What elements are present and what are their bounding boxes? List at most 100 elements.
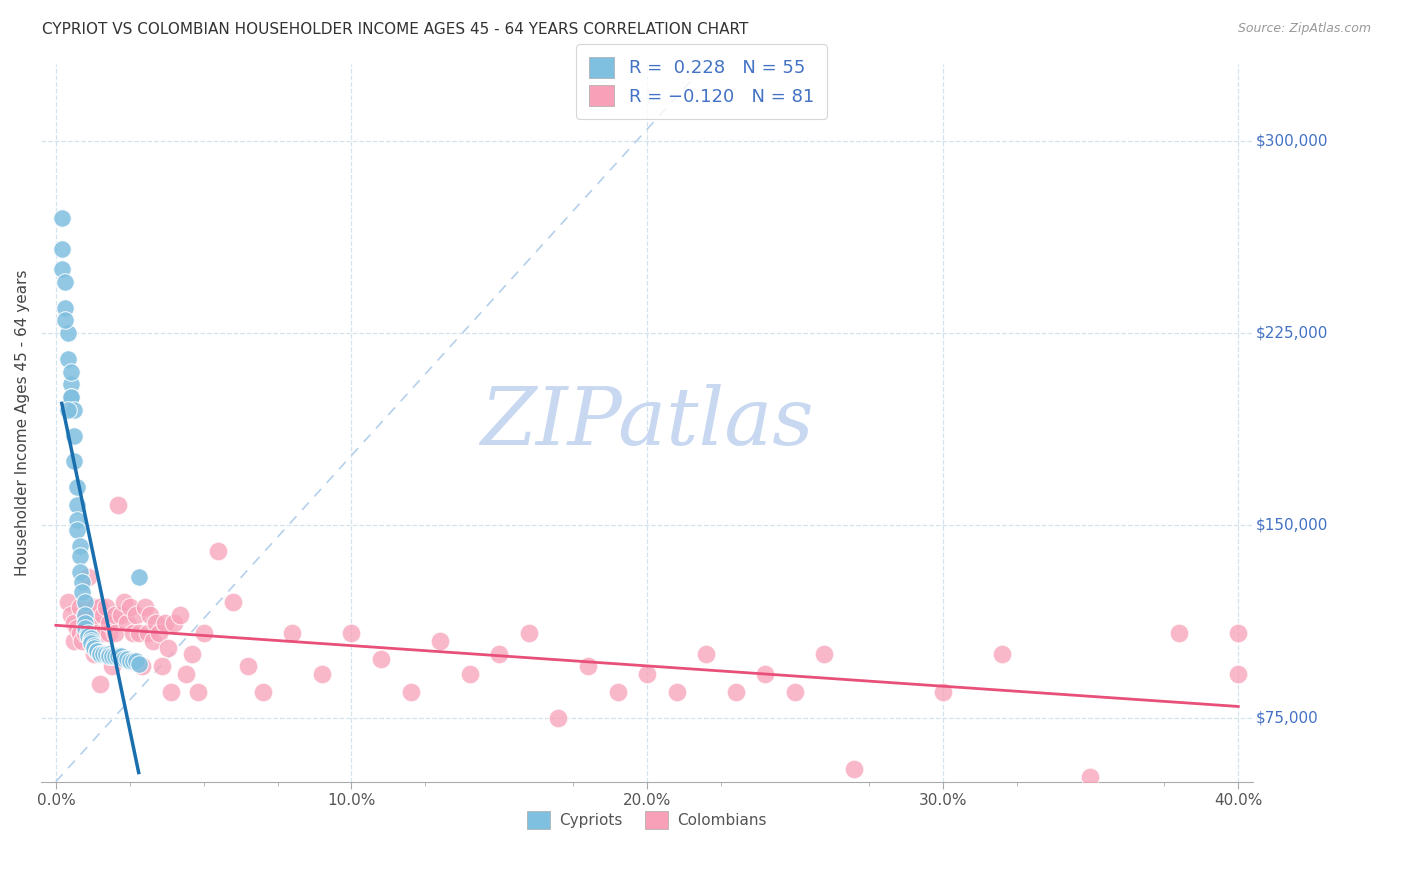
Point xyxy=(62,615,84,630)
Point xyxy=(1080,770,1102,784)
Point xyxy=(724,685,747,699)
Point xyxy=(75,621,97,635)
Point xyxy=(94,600,117,615)
Point xyxy=(695,647,717,661)
Point xyxy=(72,585,94,599)
Point xyxy=(65,513,87,527)
Point xyxy=(83,639,105,653)
Point xyxy=(399,685,422,699)
Point xyxy=(62,454,84,468)
Text: $150,000: $150,000 xyxy=(1256,518,1327,533)
Point xyxy=(107,649,129,664)
Point xyxy=(69,549,91,563)
Point xyxy=(150,659,173,673)
Point xyxy=(134,600,156,615)
Point xyxy=(128,657,150,671)
Text: Source: ZipAtlas.com: Source: ZipAtlas.com xyxy=(1237,22,1371,36)
Point xyxy=(252,685,274,699)
Point xyxy=(125,608,148,623)
Point xyxy=(59,365,82,379)
Point xyxy=(112,651,135,665)
Point xyxy=(62,428,84,442)
Point xyxy=(80,633,103,648)
Text: $75,000: $75,000 xyxy=(1256,710,1319,725)
Point xyxy=(128,626,150,640)
Point xyxy=(110,649,132,664)
Text: $300,000: $300,000 xyxy=(1256,134,1329,148)
Point xyxy=(281,626,304,640)
Point xyxy=(115,615,138,630)
Point xyxy=(121,654,143,668)
Point xyxy=(98,626,121,640)
Point xyxy=(89,600,111,615)
Point xyxy=(53,313,76,327)
Point xyxy=(169,608,191,623)
Point xyxy=(991,647,1014,661)
Point xyxy=(65,498,87,512)
Point xyxy=(89,647,111,661)
Point xyxy=(65,524,87,538)
Point xyxy=(842,762,865,776)
Point xyxy=(98,647,121,661)
Point xyxy=(89,647,111,661)
Point xyxy=(180,647,202,661)
Point xyxy=(77,626,100,640)
Point xyxy=(98,649,121,664)
Point xyxy=(75,595,97,609)
Point xyxy=(665,685,688,699)
Point xyxy=(51,211,73,225)
Point xyxy=(118,654,141,668)
Point xyxy=(94,647,117,661)
Point xyxy=(65,621,87,635)
Point xyxy=(98,615,121,630)
Point xyxy=(83,641,105,656)
Point xyxy=(53,275,76,289)
Point xyxy=(83,600,105,615)
Point xyxy=(128,569,150,583)
Point xyxy=(80,636,103,650)
Point xyxy=(72,633,94,648)
Point xyxy=(236,659,259,673)
Point xyxy=(157,641,180,656)
Text: CYPRIOT VS COLOMBIAN HOUSEHOLDER INCOME AGES 45 - 64 YEARS CORRELATION CHART: CYPRIOT VS COLOMBIAN HOUSEHOLDER INCOME … xyxy=(42,22,748,37)
Point xyxy=(80,615,103,630)
Point xyxy=(56,595,79,609)
Point xyxy=(429,633,451,648)
Point xyxy=(136,626,159,640)
Point xyxy=(51,262,73,277)
Point xyxy=(1168,626,1191,640)
Point xyxy=(91,608,114,623)
Point xyxy=(139,608,162,623)
Point xyxy=(104,649,127,664)
Point xyxy=(75,608,97,623)
Point xyxy=(59,608,82,623)
Point xyxy=(142,633,165,648)
Point xyxy=(62,633,84,648)
Point xyxy=(606,685,628,699)
Point xyxy=(104,608,127,623)
Point xyxy=(131,659,153,673)
Point xyxy=(75,608,97,623)
Point xyxy=(51,242,73,256)
Point xyxy=(517,626,540,640)
Point xyxy=(121,626,143,640)
Point xyxy=(56,351,79,366)
Point xyxy=(69,539,91,553)
Point xyxy=(91,626,114,640)
Point xyxy=(163,615,186,630)
Point xyxy=(59,390,82,404)
Point xyxy=(75,626,97,640)
Point xyxy=(160,685,183,699)
Point xyxy=(547,710,569,724)
Point xyxy=(576,659,599,673)
Point xyxy=(115,651,138,665)
Point xyxy=(125,654,148,668)
Point xyxy=(86,644,108,658)
Point xyxy=(783,685,806,699)
Point xyxy=(72,574,94,589)
Point xyxy=(340,626,363,640)
Point xyxy=(101,649,124,664)
Point xyxy=(112,595,135,609)
Point xyxy=(53,301,76,315)
Point xyxy=(754,667,776,681)
